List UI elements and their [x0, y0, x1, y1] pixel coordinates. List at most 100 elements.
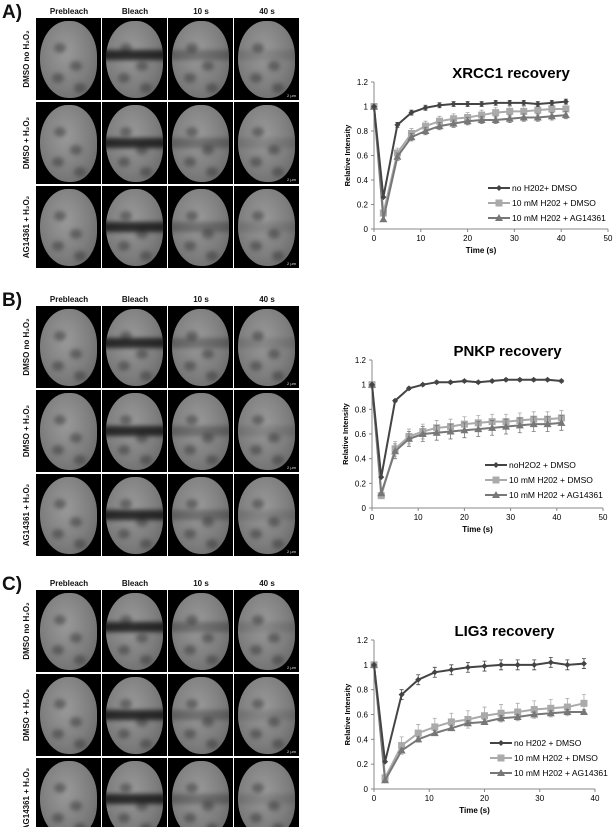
nucleolus [54, 415, 66, 425]
nucleolus [250, 361, 262, 371]
data-point [580, 660, 587, 667]
data-point [414, 729, 422, 737]
data-point [579, 708, 588, 716]
y-tick-label: 0.6 [355, 430, 367, 439]
data-point [369, 381, 375, 388]
nucleus [172, 105, 229, 182]
data-point [520, 99, 527, 106]
data-point [447, 379, 454, 386]
data-point [496, 185, 502, 191]
series-line [373, 661, 585, 762]
data-point [414, 735, 423, 743]
bleach-band [102, 426, 167, 436]
legend-label: 10 mM H202 + AG14361 [514, 768, 608, 778]
microscopy-image: 2 µm [234, 18, 299, 100]
nucleolus [136, 145, 148, 155]
nucleolus [186, 615, 198, 625]
data-point [530, 706, 538, 714]
data-point [543, 420, 552, 428]
nucleolus [74, 83, 86, 93]
nucleolus [136, 433, 148, 443]
data-point [447, 724, 456, 732]
nucleolus [184, 241, 196, 251]
data-point [531, 661, 538, 668]
data-point [506, 107, 514, 115]
nucleolus [140, 167, 152, 177]
nucleus [172, 393, 229, 470]
nucleus [238, 761, 295, 827]
series-diamond [371, 656, 587, 765]
legend-label: noH2O2 + DMSO [509, 460, 576, 470]
x-tick-label: 10 [416, 234, 425, 243]
data-point [450, 101, 457, 108]
x-tick-label: 30 [506, 513, 515, 522]
bleach-band [168, 338, 233, 348]
microscopy-image [168, 758, 233, 827]
nucleolus [206, 371, 218, 381]
data-point [431, 723, 439, 731]
y-tick-label: 1 [364, 103, 369, 112]
x-tick-label: 0 [370, 513, 375, 522]
nucleolus [54, 127, 66, 137]
data-point [502, 376, 509, 383]
bleach-band [102, 138, 167, 148]
microscopy-image [36, 102, 101, 184]
bleach-band [168, 50, 233, 60]
nucleolus [252, 783, 264, 793]
microscopy-image [168, 590, 233, 672]
chart-title: PNKP recovery [453, 343, 562, 360]
bleach-band [102, 794, 167, 804]
column-header: 10 s [193, 579, 209, 588]
y-tick-label: 0.8 [355, 405, 367, 414]
nucleolus [120, 415, 132, 425]
bleach-band [168, 710, 233, 720]
bleach-band [234, 426, 299, 436]
microscopy-image [168, 306, 233, 388]
nucleolus [184, 445, 196, 455]
bleach-band [168, 510, 233, 520]
legend-label: no H202 + DMSO [514, 738, 582, 748]
y-tick-label: 1.2 [357, 636, 369, 645]
nucleolus [186, 127, 198, 137]
data-point [378, 474, 385, 481]
nucleolus [206, 655, 218, 665]
nucleus [40, 189, 97, 266]
x-tick-label: 10 [425, 794, 434, 803]
nucleolus [186, 211, 198, 221]
nucleolus [272, 167, 284, 177]
chart-title: LIG3 recovery [454, 623, 555, 640]
data-point [492, 109, 500, 117]
nucleolus [74, 371, 86, 381]
series-diamond [369, 376, 565, 481]
nucleolus [118, 445, 130, 455]
column-header: 40 s [259, 295, 275, 304]
microscopy-image: 2 µm [234, 186, 299, 268]
data-point [419, 381, 426, 388]
data-point [432, 428, 441, 436]
nucleolus [70, 517, 82, 527]
nucleolus [52, 813, 64, 823]
nucleolus [52, 361, 64, 371]
data-point [546, 709, 555, 717]
bleach-band [168, 794, 233, 804]
data-point [448, 666, 455, 673]
x-tick-label: 30 [535, 794, 544, 803]
scale-bar: 2 µm [287, 93, 296, 98]
nucleolus [136, 349, 148, 359]
nucleolus [252, 499, 264, 509]
bleach-band [234, 222, 299, 232]
nucleus [40, 105, 97, 182]
y-tick-label: 1 [362, 381, 367, 390]
nucleolus [272, 455, 284, 465]
nucleolus [52, 529, 64, 539]
scale-bar: 2 µm [287, 465, 296, 470]
data-point [380, 194, 387, 201]
nucleus [40, 393, 97, 470]
data-point [547, 659, 554, 666]
data-point [497, 754, 505, 762]
row-label: DMSO + H₂O₂ [22, 404, 31, 458]
row-label: DMSO + H₂O₂ [22, 688, 31, 742]
nucleolus [250, 157, 262, 167]
nucleolus [272, 739, 284, 749]
